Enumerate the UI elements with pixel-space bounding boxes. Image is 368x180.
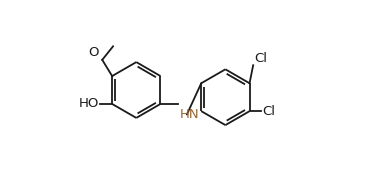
Text: O: O [88,46,99,60]
Text: HO: HO [78,97,99,111]
Text: Cl: Cl [262,105,275,118]
Text: HN: HN [180,108,200,121]
Text: Cl: Cl [254,52,267,65]
